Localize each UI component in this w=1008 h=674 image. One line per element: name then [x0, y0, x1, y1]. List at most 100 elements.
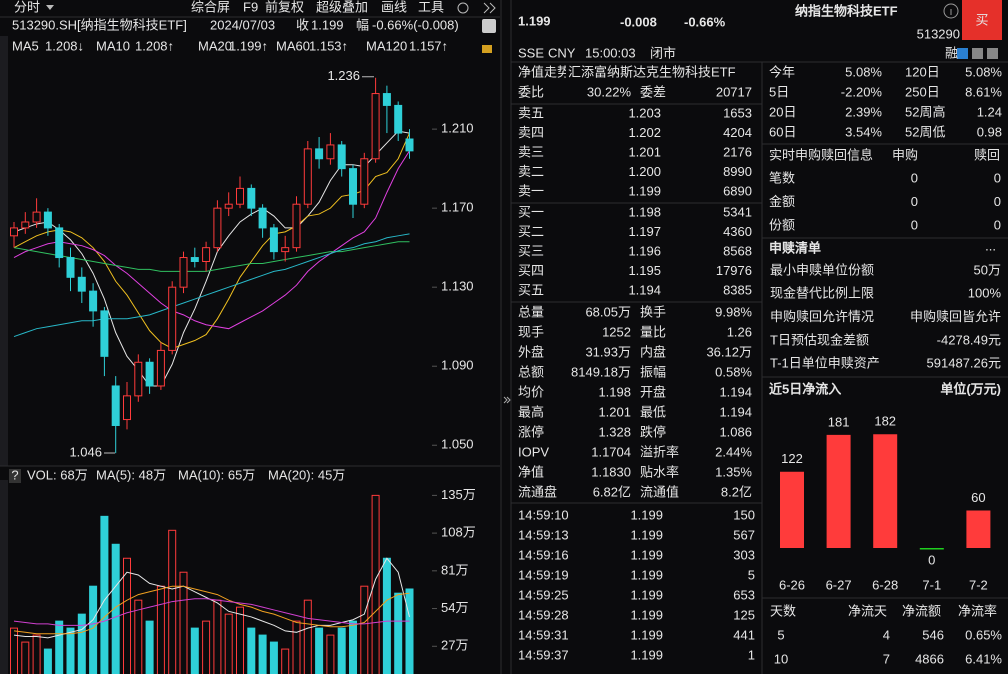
x-tick-label: 6-28: [872, 577, 898, 592]
label: 5.08%: [965, 64, 1002, 79]
volume-bar: [258, 634, 267, 674]
buy-button[interactable]: [962, 0, 1002, 40]
volume-bar: [89, 585, 98, 674]
label: 卖五: [518, 105, 544, 120]
label: -2.20%: [841, 84, 883, 99]
label: 567: [733, 527, 755, 542]
market-info: SSE: [518, 45, 544, 60]
label: 30.22%: [587, 84, 632, 99]
candle-body: [21, 221, 30, 229]
volume-bar: [77, 613, 86, 674]
label: 买三: [518, 243, 544, 258]
label: 1.199: [630, 547, 663, 562]
label: 1.199: [630, 527, 663, 542]
label: 20717: [716, 84, 752, 99]
label: 150: [733, 507, 755, 522]
volume-bar: [394, 592, 403, 674]
label: 60日: [769, 124, 796, 139]
toolbar-button[interactable]: 超级叠加: [316, 0, 368, 14]
legend-value: 1.153↑: [309, 38, 348, 53]
legend-name: MA20: [198, 38, 232, 53]
label: 1.200: [628, 164, 661, 179]
label: 今年: [769, 64, 795, 79]
toolbar-button[interactable]: 工具: [418, 0, 444, 14]
volume-bar: [145, 620, 154, 674]
dropdown-icon[interactable]: [46, 5, 54, 10]
bar-label: 60: [971, 490, 985, 505]
settings-icon[interactable]: [457, 2, 469, 14]
candle-body: [190, 257, 199, 263]
toolbar-button[interactable]: F9: [243, 0, 258, 14]
candle-body: [111, 385, 120, 426]
lock-icon[interactable]: [482, 45, 492, 53]
info-icon[interactable]: [943, 3, 959, 19]
volume-bar: [315, 627, 324, 674]
collapse-icon[interactable]: [503, 396, 508, 404]
candle-body: [303, 148, 312, 205]
label: 14:59:25: [518, 587, 569, 602]
volume-bar: [349, 620, 357, 674]
help-icon[interactable]: [9, 469, 21, 483]
candle-body: [360, 158, 369, 205]
y-tick-label: 27万: [441, 638, 468, 653]
security-code: 513290: [917, 26, 960, 41]
toolbar-button[interactable]: 综合屏: [191, 0, 230, 14]
fund-name: 汇添富纳斯达克生物科技ETF: [568, 64, 736, 79]
legend-value: 1.157↑: [409, 38, 448, 53]
label: 1.1704: [591, 444, 631, 459]
tab[interactable]: 分时: [14, 0, 40, 14]
label: 0.98: [977, 124, 1002, 139]
label: 买五: [518, 282, 544, 297]
label: 1252: [602, 324, 631, 339]
y-tick-label: 1.130: [441, 279, 474, 294]
tab[interactable]: 净值走势: [518, 64, 570, 79]
toolbar-button[interactable]: 画线: [381, 0, 407, 14]
volume-legend: VOL: 68万: [27, 467, 88, 482]
label: 8.2亿: [721, 484, 752, 499]
volume-bar: [43, 648, 52, 674]
label: 8149.18万: [571, 364, 631, 379]
toolbar-button[interactable]: 前复权: [265, 0, 304, 14]
more-button[interactable]: ...: [985, 238, 996, 253]
bar-label: 122: [781, 451, 803, 466]
tool-icon[interactable]: [972, 48, 983, 59]
label: 1.199: [630, 507, 663, 522]
label: 卖一: [518, 183, 544, 198]
candle-body: [258, 207, 267, 229]
margin-tag: 融: [945, 45, 958, 60]
expand-icon[interactable]: [489, 2, 496, 14]
label: 14:59:10: [518, 507, 569, 522]
expand-icon[interactable]: [483, 2, 490, 14]
label: 笔数: [769, 170, 795, 185]
header-change: -0.66%(-0.008): [372, 17, 459, 32]
label: 最小申赎单位份额: [770, 262, 874, 277]
min-annotation: 1.046: [69, 444, 102, 459]
candle-body: [236, 187, 244, 205]
label: 3.54%: [845, 124, 882, 139]
app-icon[interactable]: [482, 19, 496, 33]
candle-body: [337, 144, 346, 170]
market-info: CNY: [548, 45, 576, 60]
label: 买四: [518, 263, 544, 278]
volume-ma-line: [13, 585, 410, 635]
last-price: 1.199: [518, 13, 551, 28]
label: 1.196: [628, 243, 661, 258]
label: 溢折率: [640, 444, 679, 459]
buy-label[interactable]: 买: [975, 12, 988, 27]
candle-body: [123, 395, 131, 421]
label: 4: [883, 627, 890, 642]
label: 最低: [640, 404, 666, 419]
label: 1.328: [598, 424, 631, 439]
label: 1.199: [630, 647, 663, 662]
candle-body: [213, 207, 222, 249]
label: 1.199: [628, 183, 661, 198]
x-tick-label: 6-27: [826, 577, 852, 592]
tool-icon[interactable]: [957, 48, 968, 59]
tool-icon[interactable]: [987, 48, 998, 59]
collapse-icon[interactable]: [506, 396, 511, 404]
label: 申购赎回允许情况: [770, 309, 874, 324]
label: 8385: [723, 282, 752, 297]
label: 52周高: [905, 104, 945, 119]
label: 1653: [723, 105, 752, 120]
